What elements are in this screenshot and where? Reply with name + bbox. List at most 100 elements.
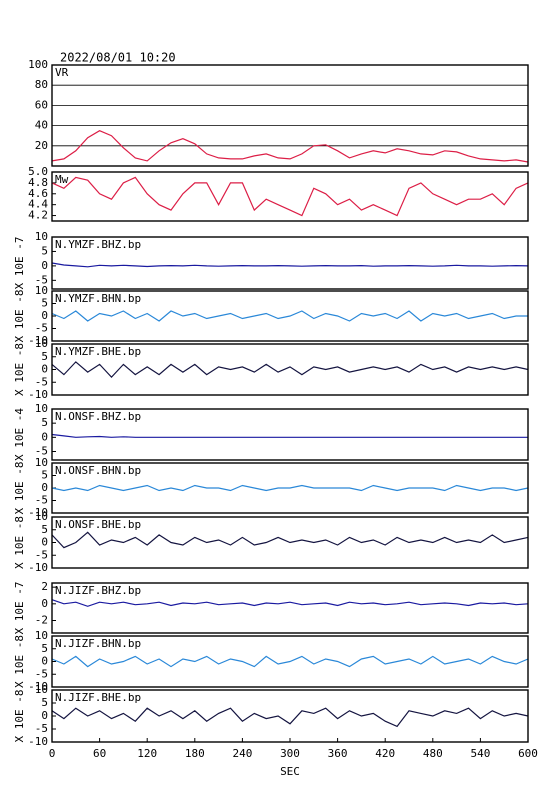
trace — [51, 262, 529, 268]
y-tick-label: 4.8 — [28, 176, 48, 189]
y-axis-label: X 10E -8 — [13, 635, 26, 688]
trace — [51, 655, 529, 668]
trace-label: Mw — [55, 173, 69, 186]
panel-frame — [51, 171, 529, 222]
y-tick-label: 0 — [41, 655, 48, 668]
y-tick-label: 20 — [35, 139, 48, 152]
y-tick-label: -10 — [28, 388, 48, 401]
y-tick-label: 10 — [35, 337, 48, 350]
y-tick-label: 4.6 — [28, 187, 48, 200]
y-tick-label: 4.2 — [28, 209, 48, 222]
x-tick-label: 240 — [232, 747, 252, 760]
y-tick-label: -5 — [35, 375, 48, 388]
panel-frame — [51, 462, 529, 514]
y-axis-label: X 10E -8 — [13, 462, 26, 515]
panel-frame — [51, 236, 529, 290]
x-tick-label: 60 — [93, 747, 106, 760]
trace-label: N.ONSF.BHE.bp — [55, 518, 141, 531]
trace — [51, 531, 529, 549]
y-tick-label: -5 — [35, 273, 48, 286]
panel-frame — [51, 408, 529, 461]
y-tick-label: 0 — [41, 481, 48, 494]
y-tick-label: -2 — [35, 614, 48, 627]
x-tick-label: 360 — [328, 747, 348, 760]
y-tick-label: 5 — [41, 642, 48, 655]
y-tick-label: -5 — [35, 722, 48, 735]
panel-frame — [51, 64, 529, 167]
chart-title: 2022/08/01 10:20 — [60, 51, 176, 65]
y-tick-label: 10 — [35, 683, 48, 696]
trace — [51, 707, 529, 728]
x-tick-label: 420 — [375, 747, 395, 760]
y-tick-label: -10 — [28, 735, 48, 748]
trace-label: N.ONSF.BHZ.bp — [55, 410, 141, 423]
y-tick-label: 60 — [35, 98, 48, 111]
y-tick-label: 0 — [41, 709, 48, 722]
panel-frame — [51, 290, 529, 342]
y-axis-label: X 10E -8 — [13, 290, 26, 343]
y-tick-label: -10 — [28, 561, 48, 574]
y-tick-label: 10 — [35, 456, 48, 469]
y-axis-label: X 10E -8 — [13, 343, 26, 396]
x-tick-label: 300 — [280, 747, 300, 760]
y-tick-label: 2 — [41, 580, 48, 593]
trace-label: N.ONSF.BHN.bp — [55, 464, 141, 477]
trace-label: N.JIZF.BHE.bp — [55, 691, 141, 704]
trace-label: VR — [55, 66, 69, 79]
trace — [51, 130, 529, 163]
y-tick-label: -5 — [35, 667, 48, 680]
y-tick-label: 10 — [35, 402, 48, 415]
trace-label: N.YMZF.BHZ.bp — [55, 238, 141, 251]
y-tick-label: 0 — [41, 597, 48, 610]
panel-frame — [51, 516, 529, 569]
y-tick-label: 10 — [35, 510, 48, 523]
trace — [51, 361, 529, 378]
y-tick-label: 5 — [41, 244, 48, 257]
y-tick-label: -5 — [35, 322, 48, 335]
y-tick-label: 0 — [41, 309, 48, 322]
trace-label: N.JIZF.BHZ.bp — [55, 584, 141, 597]
trace — [51, 176, 529, 217]
y-tick-label: 5 — [41, 696, 48, 709]
trace — [51, 484, 529, 492]
x-tick-label: 120 — [137, 747, 157, 760]
y-tick-label: 4.4 — [28, 198, 48, 211]
y-axis-label: X 10E -7 — [13, 237, 26, 290]
y-axis-label: X 10E -4 — [13, 408, 26, 461]
y-tick-label: -5 — [35, 445, 48, 458]
x-tick-label: 480 — [423, 747, 443, 760]
y-tick-label: 5 — [41, 350, 48, 363]
y-axis-label: X 10E -8 — [13, 516, 26, 569]
y-tick-label: -10 — [28, 680, 48, 693]
trace — [51, 599, 529, 607]
trace-label: N.JIZF.BHN.bp — [55, 637, 141, 650]
y-tick-label: 5 — [41, 297, 48, 310]
x-tick-label: 180 — [185, 747, 205, 760]
y-tick-label: 5 — [41, 523, 48, 536]
y-tick-label: -10 — [28, 506, 48, 519]
y-tick-label: -10 — [28, 334, 48, 347]
x-tick-label: 0 — [49, 747, 56, 760]
y-tick-label: 10 — [35, 230, 48, 243]
trace — [51, 310, 528, 322]
y-tick-label: 80 — [35, 78, 48, 91]
trace-label: N.YMZF.BHE.bp — [55, 345, 141, 358]
y-tick-label: 5 — [41, 469, 48, 482]
panel-frame — [51, 343, 529, 396]
y-tick-label: 0 — [41, 430, 48, 443]
trace-label: N.YMZF.BHN.bp — [55, 292, 141, 305]
y-tick-label: 10 — [35, 629, 48, 642]
trace — [51, 433, 528, 438]
y-tick-label: 0 — [41, 363, 48, 376]
y-tick-label: 100 — [28, 58, 48, 71]
panel-frame — [51, 635, 529, 688]
y-tick-label: 40 — [35, 119, 48, 132]
x-tick-label: 540 — [470, 747, 490, 760]
y-tick-label: 5 — [41, 416, 48, 429]
y-tick-label: -5 — [35, 548, 48, 561]
y-axis-label: X 10E -8 — [13, 690, 26, 743]
y-axis-label: X 10E -7 — [13, 582, 26, 635]
x-axis-label: SEC — [280, 765, 300, 778]
